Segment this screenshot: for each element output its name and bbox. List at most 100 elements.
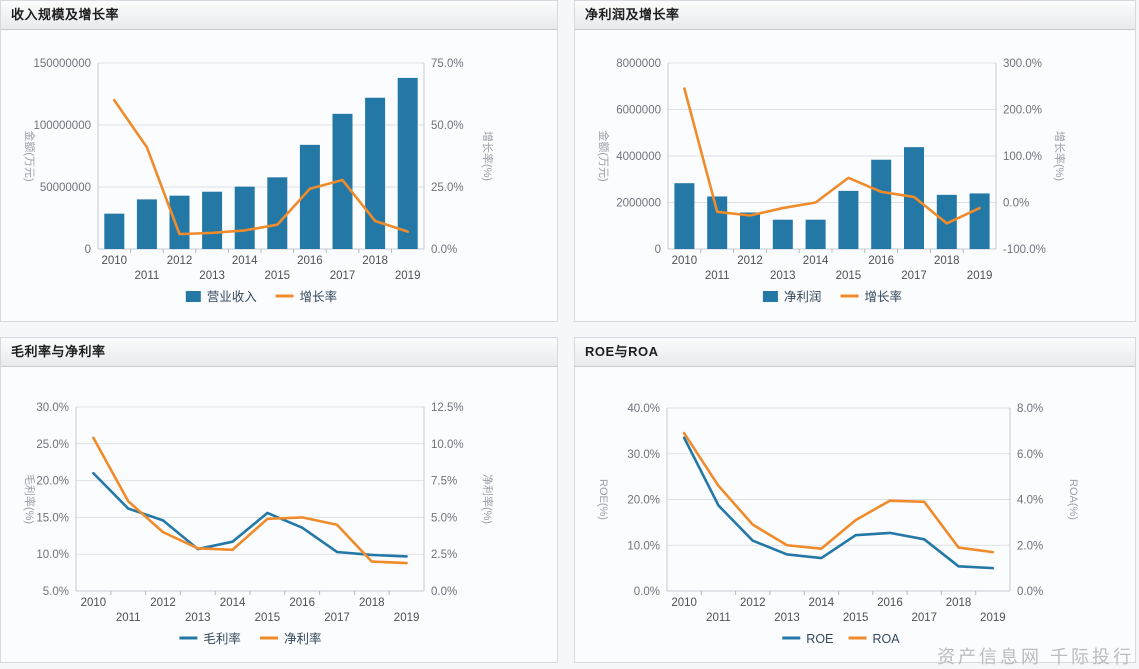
margins-line-series [92,436,408,565]
net-profit-growth-bar [838,190,859,249]
left-axis-tick-label: 8000000 [616,58,661,70]
left-axis-tick-label: 15.0% [36,512,69,524]
roe-roa-legend-item-0[interactable]: ROE [782,632,833,646]
x-axis-year-label: 2013 [199,270,225,282]
x-axis-year-label: 2018 [362,255,388,267]
revenue-growth-legend-item-0[interactable]: 营业收入 [185,290,258,304]
legend-bar-swatch [762,291,778,302]
right-axis-tick-label: 4.0% [1017,495,1043,507]
net-profit-growth-bar [707,196,728,249]
x-axis-year-label: 2014 [803,255,829,267]
revenue-growth-bar [267,177,288,249]
x-axis-year-label: 2015 [836,270,862,282]
left-axis-tick-label: 4000000 [616,151,661,163]
net-profit-growth-bar [805,219,826,249]
margins-chart-area: 5.0% 10.0% 15.0% 20.0% 25.0% 30.0% 0.0% 2.5% 5.0… [1,367,557,662]
net-profit-growth-bar [772,219,793,249]
legend-label: 净利率 [284,631,322,646]
right-axis-tick-label: 10.0% [431,439,464,451]
revenue-growth-bar [365,97,386,249]
margins-legend-item-0[interactable]: 毛利率 [179,631,241,646]
right-axis-tick-label: 200.0% [1003,105,1042,117]
x-axis-year-label: 2016 [868,255,894,267]
net-profit-growth-panel: 净利润及增长率 0 2000000 4000000 6000000 8000000 -10… [574,0,1136,322]
left-axis-tick-label: 30.0% [36,402,69,414]
x-axis-year-label: 2018 [946,597,972,609]
net-profit-growth-bar [740,212,760,249]
left-axis-tick-label: 20.0% [627,495,660,507]
roe-roa-panel-header: ROE与ROA [575,338,1135,367]
x-axis-year-label: 2015 [265,270,291,282]
legend-label: 增长率 [300,289,338,304]
x-axis-year-label: 2019 [394,612,420,624]
x-axis-year-label: 2012 [737,255,763,267]
roe-roa-legend-item-1[interactable]: ROA [848,632,901,646]
x-axis-year-label: 2012 [740,597,766,609]
revenue-growth-legend-item-1[interactable]: 增长率 [275,289,338,304]
x-axis-year-label: 2017 [901,270,927,282]
left-axis-title: 毛利率(%) [23,474,37,524]
legend-bar-swatch [185,291,201,302]
net-profit-growth-bar [969,193,990,249]
x-axis-year-label: 2010 [102,255,128,267]
margins-panel: 毛利率与净利率 5.0% 10.0% 15.0% 20.0% 25.0% 30.0% 0.0… [0,337,558,663]
net-profit-growth-chart-area: 0 2000000 4000000 6000000 8000000 -100.0% 0.0%… [575,30,1135,321]
margins-legend-item-1[interactable]: 净利率 [260,631,322,646]
legend-label: 毛利率 [203,631,241,646]
right-axis-title: 增长率(%) [481,131,495,181]
x-axis-year-label: 2014 [809,597,835,609]
x-axis-year-label: 2013 [185,612,211,624]
left-axis-tick-label: 0 [655,244,661,256]
left-axis-tick-label: 25.0% [36,439,69,451]
right-axis-title: 增长率(%) [1053,131,1067,181]
right-axis-title: 净利率(%) [481,474,495,524]
left-axis-tick-label: 20.0% [36,476,69,488]
left-axis-tick-label: 150000000 [33,58,91,70]
x-axis-year-label: 2018 [934,255,960,267]
revenue-growth-chart: 0 50000000 100000000 150000000 0.0% 25.0% 50.0… [23,58,495,304]
watermark: 资产信息网 千际投行 [936,647,1134,667]
x-axis-year-label: 2012 [167,255,193,267]
right-axis-tick-label: 0.0% [1003,198,1029,210]
right-axis-title: ROA(%) [1067,479,1079,520]
x-axis-year-label: 2017 [911,612,937,624]
x-axis-year-label: 2011 [706,612,731,624]
right-axis-tick-label: 0.0% [431,244,457,256]
x-axis-year-label: 2010 [81,597,107,609]
net-profit-growth-legend-item-0[interactable]: 净利润 [762,290,822,304]
left-axis-tick-label: 6000000 [616,105,661,117]
x-axis-year-label: 2016 [289,597,315,609]
left-axis-title: 金额(万元) [597,130,611,181]
right-axis-tick-label: 300.0% [1003,58,1042,70]
x-axis-year-label: 2019 [967,270,993,282]
revenue-growth-bar [234,186,255,249]
margins-line-series [92,471,408,558]
x-axis-year-label: 2010 [672,255,698,267]
revenue-growth-bar [202,191,223,249]
net-profit-growth-bar [871,159,892,249]
revenue-growth-bar [397,77,418,249]
revenue-growth-bar [169,195,190,249]
revenue-growth-panel: 收入规模及增长率 0 50000000 100000000 150000000 0.0%… [0,0,558,322]
x-axis-year-label: 2017 [324,612,350,624]
x-axis-year-label: 2012 [150,597,176,609]
margins-chart: 5.0% 10.0% 15.0% 20.0% 25.0% 30.0% 0.0% 2.5% 5.0… [23,402,495,646]
roe-roa-chart: 0.0% 10.0% 20.0% 30.0% 40.0% 0.0% 2.0% 4.0% 6.0%… [597,403,1079,646]
revenue-growth-bar [104,213,125,249]
net-profit-growth-legend-item-1[interactable]: 增长率 [840,289,903,304]
x-axis-year-label: 2011 [135,270,160,282]
x-axis-year-label: 2015 [843,612,869,624]
right-axis-tick-label: 0.0% [431,586,457,598]
right-axis-tick-label: 25.0% [431,182,464,194]
x-axis-year-label: 2011 [705,270,730,282]
legend-label: 净利润 [784,290,822,304]
right-axis-tick-label: 50.0% [431,120,464,132]
roe-roa-line-series [682,431,995,554]
left-axis-title: 金额(万元) [23,130,37,181]
left-axis-tick-label: 30.0% [627,449,660,461]
x-axis-year-label: 2010 [671,597,697,609]
left-axis-tick-label: 50000000 [40,182,91,194]
legend-label: 增长率 [865,289,903,304]
roe-roa-panel: ROE与ROA 0.0% 10.0% 20.0% 30.0% 40.0% 0.0% 2.0%… [574,337,1136,663]
x-axis-year-label: 2017 [330,270,356,282]
